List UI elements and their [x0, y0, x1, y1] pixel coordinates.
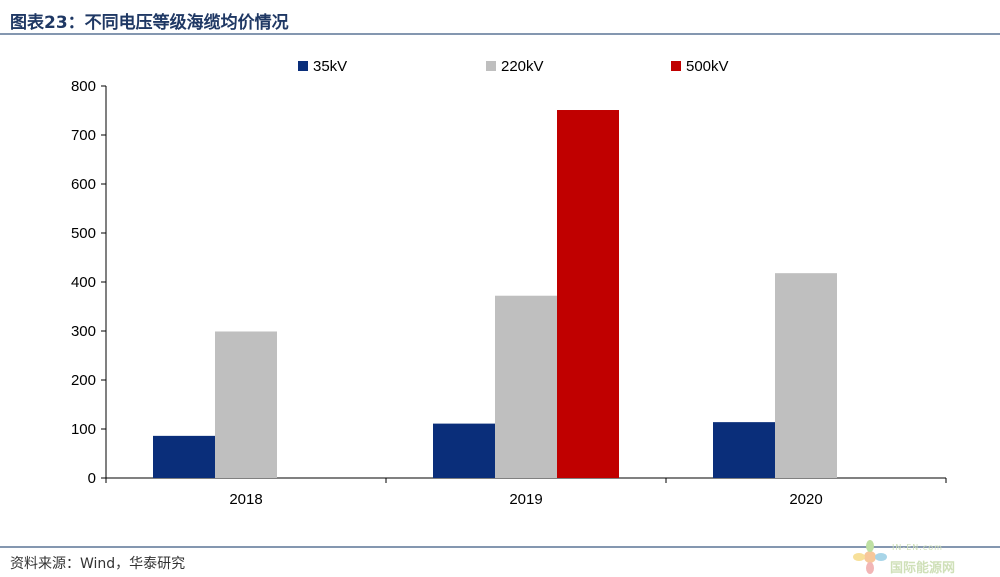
- y-tick-label: 100: [71, 421, 96, 438]
- x-axis: 2018 2019 2020: [105, 477, 947, 508]
- header-rule: [0, 33, 1000, 35]
- bar-220kV-2018: [215, 331, 277, 478]
- legend-swatch-220kV: [486, 61, 496, 71]
- bar-35kV-2019: [433, 423, 495, 478]
- x-tick-label: 2020: [789, 491, 822, 508]
- legend-label-500kV: 500kV: [686, 58, 729, 75]
- y-tick-label: 0: [88, 470, 96, 487]
- legend: 35kV 220kV 500kV: [298, 58, 729, 75]
- figure-title: 图表23：不同电压等级海缆均价情况: [10, 13, 289, 33]
- bar-35kV-2020: [713, 422, 775, 478]
- y-tick-label: 700: [71, 127, 96, 144]
- bar-220kV-2020: [775, 273, 837, 478]
- y-tick-label: 500: [71, 225, 96, 242]
- watermark-domain: IN-EN.com: [892, 543, 943, 552]
- y-axis: 0 100 200 300 400 500 600 700 800: [71, 78, 107, 487]
- legend-label-220kV: 220kV: [501, 58, 544, 75]
- footer-rule: [0, 546, 1000, 548]
- legend-swatch-35kV: [298, 61, 308, 71]
- watermark-text: 国际能源网: [890, 561, 956, 576]
- watermark: IN-EN.com 国际能源网: [852, 537, 992, 577]
- y-tick-label: 800: [71, 78, 96, 95]
- bar-500kV-2019: [557, 110, 619, 478]
- legend-label-35kV: 35kV: [313, 58, 347, 75]
- leaf-flower-icon: [853, 540, 887, 574]
- bar-35kV-2018: [153, 435, 215, 478]
- bar-220kV-2019: [495, 295, 557, 478]
- y-tick-label: 400: [71, 274, 96, 291]
- y-tick-label: 200: [71, 372, 96, 389]
- bars: [153, 110, 837, 478]
- x-tick-label: 2019: [509, 491, 542, 508]
- source-note: 资料来源：Wind，华泰研究: [10, 556, 186, 572]
- y-tick-label: 600: [71, 176, 96, 193]
- y-tick-label: 300: [71, 323, 96, 340]
- x-tick-label: 2018: [229, 491, 262, 508]
- legend-swatch-500kV: [671, 61, 681, 71]
